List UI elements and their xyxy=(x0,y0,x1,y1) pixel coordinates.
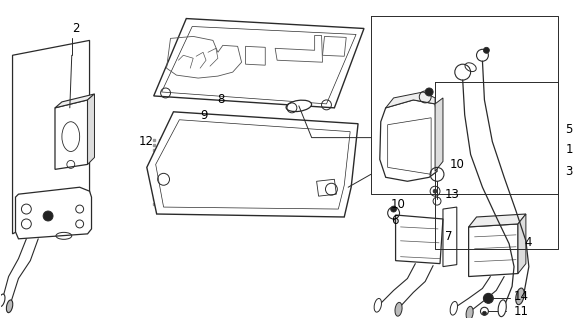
Ellipse shape xyxy=(395,302,402,316)
Text: 14: 14 xyxy=(514,290,529,303)
Ellipse shape xyxy=(6,300,13,313)
Text: 5: 5 xyxy=(565,123,573,136)
Polygon shape xyxy=(380,100,437,181)
Ellipse shape xyxy=(0,294,5,307)
Polygon shape xyxy=(386,92,435,108)
Text: 12: 12 xyxy=(139,135,154,148)
Circle shape xyxy=(43,211,53,221)
Polygon shape xyxy=(55,100,88,169)
Circle shape xyxy=(433,189,437,193)
Text: 4: 4 xyxy=(524,236,532,249)
Text: 7: 7 xyxy=(445,230,452,243)
Polygon shape xyxy=(147,112,358,217)
Text: 3: 3 xyxy=(565,165,573,178)
Text: 13: 13 xyxy=(445,188,460,201)
Text: 11: 11 xyxy=(514,305,529,318)
Ellipse shape xyxy=(466,306,473,320)
Polygon shape xyxy=(88,94,95,164)
Text: 1: 1 xyxy=(565,143,573,156)
Polygon shape xyxy=(435,98,443,171)
Polygon shape xyxy=(154,19,364,108)
Ellipse shape xyxy=(450,301,457,315)
Text: 9: 9 xyxy=(200,109,208,122)
Circle shape xyxy=(483,293,493,303)
Polygon shape xyxy=(468,224,518,276)
Circle shape xyxy=(425,88,433,96)
Polygon shape xyxy=(468,214,526,227)
Text: 10: 10 xyxy=(450,158,465,171)
Ellipse shape xyxy=(374,299,382,312)
Circle shape xyxy=(483,311,486,315)
Ellipse shape xyxy=(286,100,312,112)
Polygon shape xyxy=(15,187,91,239)
Ellipse shape xyxy=(498,300,506,317)
Polygon shape xyxy=(518,214,526,274)
Text: 8: 8 xyxy=(217,93,224,107)
Text: 2: 2 xyxy=(72,22,79,35)
Circle shape xyxy=(483,47,490,53)
Polygon shape xyxy=(55,94,95,108)
Text: 10: 10 xyxy=(391,197,405,211)
Polygon shape xyxy=(395,215,443,264)
Circle shape xyxy=(391,206,397,212)
Text: 6: 6 xyxy=(391,214,398,228)
Ellipse shape xyxy=(515,288,524,305)
